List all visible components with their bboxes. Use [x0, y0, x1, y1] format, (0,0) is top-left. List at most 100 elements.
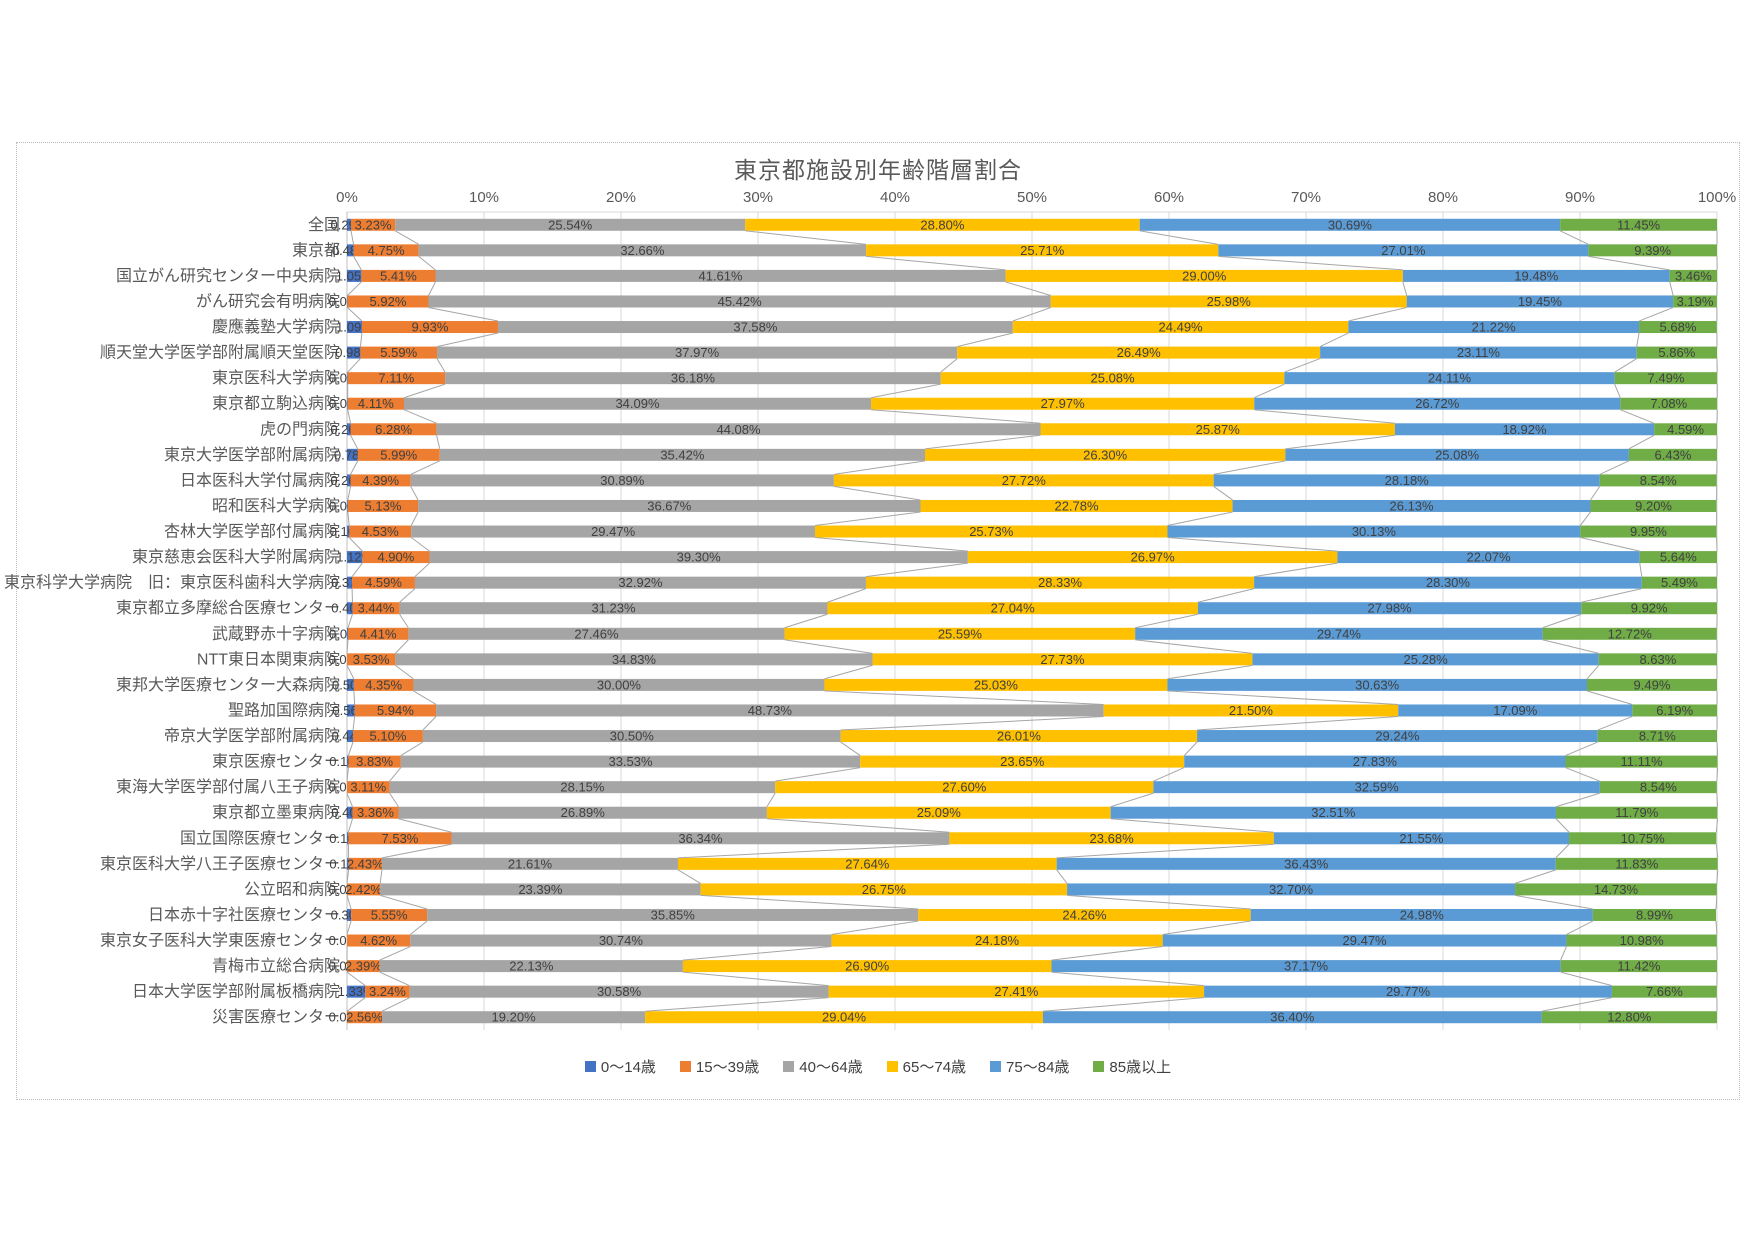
bar-segment — [1599, 474, 1717, 487]
series-connector-line — [1514, 894, 1593, 910]
value-label: 5.68% — [1660, 320, 1697, 335]
bar-segment — [347, 397, 348, 410]
category-label: 国立がん研究センター中央病院 — [116, 267, 340, 285]
bar-segment — [745, 218, 1140, 231]
bar-segment — [439, 448, 926, 461]
value-label: 31.23% — [591, 601, 636, 616]
series-connector-line — [645, 997, 829, 1012]
value-label: 4.59% — [1667, 422, 1704, 437]
series-connector-line — [1715, 920, 1718, 935]
value-label: 7.08% — [1650, 396, 1687, 411]
value-label: 30.58% — [597, 984, 642, 999]
bar-segment — [1611, 985, 1717, 998]
bar-segment — [1285, 448, 1629, 461]
value-label: 27.73% — [1040, 652, 1085, 667]
series-connector-line — [833, 485, 921, 501]
value-label: 17.09% — [1493, 703, 1538, 718]
bar-segment — [408, 627, 785, 640]
value-label: 34.09% — [615, 396, 660, 411]
value-label: 19.48% — [1514, 268, 1559, 283]
value-label: 21.61% — [508, 856, 553, 871]
bar-segment — [347, 985, 366, 998]
value-label: 4.59% — [365, 575, 402, 590]
value-label: 30.89% — [600, 473, 645, 488]
bar-segment — [1051, 960, 1561, 973]
bar-segment — [1252, 653, 1599, 666]
series-connector-line — [428, 281, 436, 296]
series-connector-line — [348, 537, 363, 552]
value-label: 27.46% — [574, 626, 619, 641]
bar-segment — [1139, 218, 1561, 231]
value-label: 5.92% — [370, 294, 407, 309]
value-label: 36.18% — [671, 371, 716, 386]
value-label: 26.72% — [1415, 396, 1460, 411]
bar-segment — [682, 960, 1052, 973]
category-label: 順天堂大学医学部附属順天堂医院 — [100, 344, 340, 362]
bar-segment — [1541, 1011, 1717, 1024]
series-connector-line — [400, 741, 424, 757]
series-connector-line — [1588, 255, 1670, 271]
value-label: 7.49% — [1648, 371, 1685, 386]
legend-item-label: 0〜14歳 — [600, 1059, 656, 1076]
bar-segment — [348, 857, 382, 870]
x-axis-tick-label: 50% — [1017, 189, 1047, 206]
bar-segment — [949, 832, 1274, 845]
value-label: 3.19% — [1677, 294, 1714, 309]
series-connector-line — [1542, 639, 1599, 654]
value-label: 25.28% — [1404, 652, 1449, 667]
series-connector-line — [1253, 562, 1338, 578]
series-connector-line — [350, 230, 355, 245]
series-connector-line — [1056, 843, 1274, 859]
x-axis-tick-label: 20% — [606, 189, 636, 206]
series-connector-line — [682, 971, 829, 987]
bar-segment — [347, 372, 446, 385]
series-connector-line — [1636, 332, 1640, 347]
value-label: 9.95% — [1630, 524, 1667, 539]
legend-swatch-icon — [679, 1061, 691, 1072]
series-connector-line — [1716, 742, 1719, 756]
category-label: 聖路加国際病院 — [228, 701, 340, 719]
value-label: 5.10% — [370, 729, 407, 744]
value-label: 26.13% — [1390, 498, 1435, 513]
bar-segment — [352, 602, 400, 615]
series-connector-line — [1167, 537, 1338, 552]
series-connector-line — [346, 971, 366, 987]
series-connector-line — [940, 358, 958, 373]
category-label: 東京慈恵会医科大学附属病院 — [132, 548, 340, 566]
bar-segment — [1632, 704, 1718, 717]
bar-segment — [351, 908, 428, 921]
category-label: 全国 — [308, 216, 340, 234]
value-label: 24.26% — [1062, 907, 1107, 922]
value-label: 9.92% — [1631, 601, 1668, 616]
bar-segment — [1628, 448, 1717, 461]
series-connector-line — [1067, 894, 1251, 910]
bar-segment — [361, 269, 436, 282]
bar-segment — [1067, 883, 1516, 896]
value-label: 23.11% — [1457, 345, 1501, 360]
bar-segment — [1569, 832, 1717, 845]
bar-segment — [348, 832, 452, 845]
bar-segment — [1669, 269, 1718, 282]
value-label: 32.59% — [1355, 780, 1400, 795]
value-label: 5.94% — [377, 703, 414, 718]
value-label: 10.98% — [1620, 933, 1665, 948]
bar-segment — [347, 576, 353, 589]
bar-segment — [362, 551, 430, 564]
value-label: 7.66% — [1646, 984, 1683, 999]
value-label: 25.08% — [1435, 447, 1480, 462]
chart-title: 東京都施設別年齢階層割合 — [734, 157, 1022, 183]
bar-segment — [1639, 321, 1717, 334]
value-label: 23.39% — [518, 882, 563, 897]
bar-segment — [871, 397, 1255, 410]
series-connector-line — [677, 869, 701, 884]
bar-segment — [1515, 883, 1717, 896]
value-label: 5.55% — [371, 907, 408, 922]
bar-segment — [347, 908, 352, 921]
category-label: 東京医科大学八王子医療センター — [100, 855, 340, 873]
legend-swatch-icon — [584, 1061, 596, 1072]
bar-segment — [400, 755, 861, 768]
value-label: 29.47% — [1343, 933, 1388, 948]
x-axis-tick-label: 100% — [1698, 189, 1736, 206]
bar-segment — [347, 372, 348, 385]
